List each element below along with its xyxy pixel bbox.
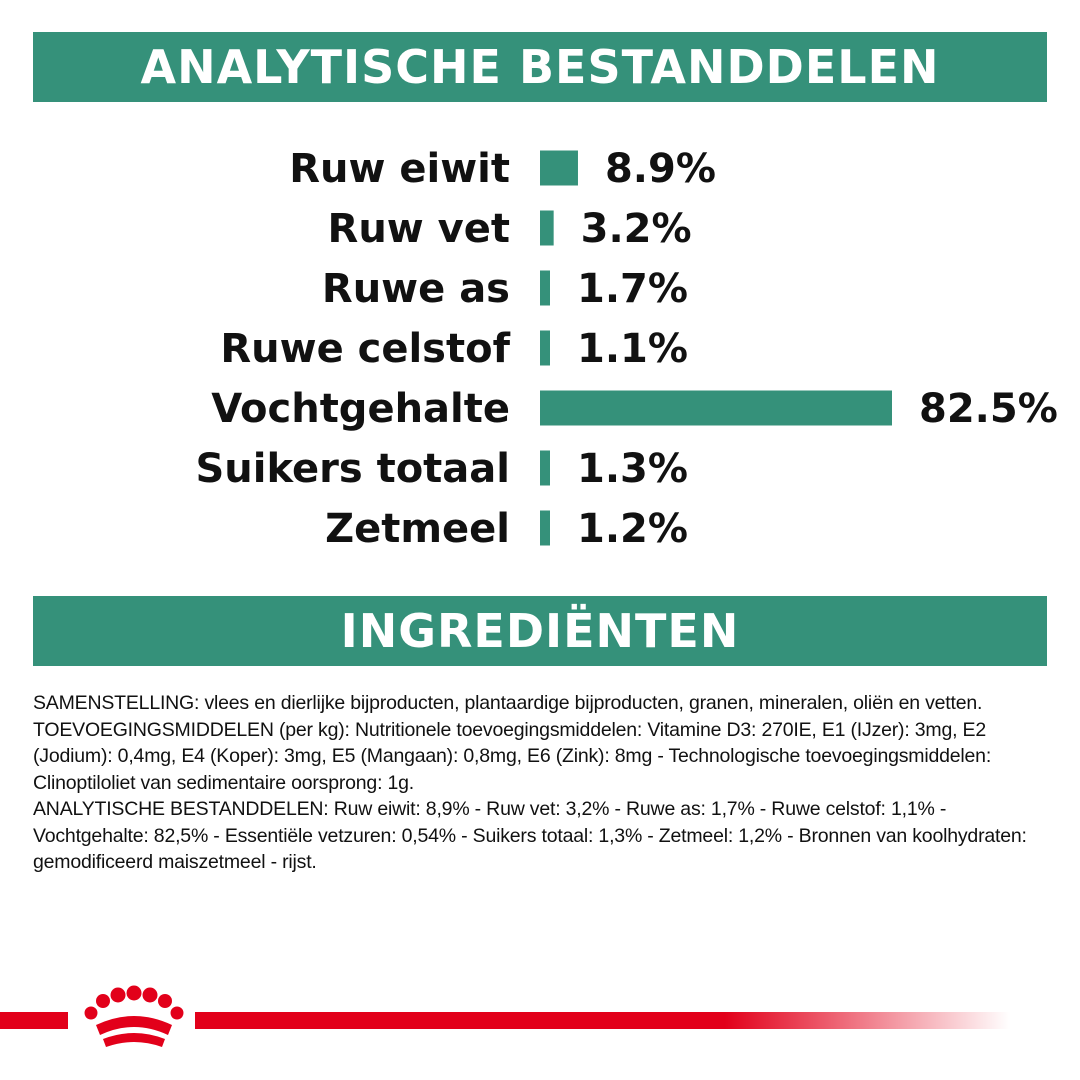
value-label: 1.2%: [577, 506, 688, 552]
category-label: Zetmeel: [325, 506, 510, 552]
brand-line-left: [0, 1012, 68, 1029]
bar: [540, 390, 892, 426]
value-label: 82.5%: [919, 386, 1058, 432]
composition-paragraph: SAMENSTELLING: vlees en dierlijke bijpro…: [33, 692, 983, 714]
ingredients-text: SAMENSTELLING: vlees en dierlijke bijpro…: [33, 690, 1053, 876]
royal-canin-crown-icon: [84, 985, 184, 1047]
ingredients-banner: INGREDIËNTEN: [33, 596, 1047, 666]
footer-brand-strip: [0, 985, 1010, 1047]
value-label: 1.3%: [577, 446, 688, 492]
value-label: 3.2%: [581, 206, 692, 252]
bar: [540, 450, 550, 486]
ingredients-banner-title: INGREDIËNTEN: [340, 604, 740, 658]
category-label: Ruwe as: [322, 266, 510, 312]
category-label: Ruw eiwit: [289, 146, 510, 192]
value-label: 8.9%: [605, 146, 716, 192]
category-label: Vochtgehalte: [211, 386, 510, 432]
analysis-banner: ANALYTISCHE BESTANDDELEN: [33, 32, 1047, 102]
analysis-banner-title: ANALYTISCHE BESTANDDELEN: [140, 40, 940, 94]
analysis-paragraph: ANALYTISCHE BESTANDDELEN: Ruw eiwit: 8,9…: [33, 798, 1027, 873]
bar: [540, 210, 554, 246]
bar: [540, 510, 550, 546]
nutrient-bar-chart: Ruw eiwit 8.9% Ruw vet 3.2% Ruwe as 1.7% Ruwe …: [195, 146, 1058, 552]
additives-paragraph: TOEVOEGINGSMIDDELEN (per kg): Nutritione…: [33, 718, 992, 794]
brand-line-right: [195, 1012, 1010, 1029]
bar: [540, 150, 578, 186]
value-label: 1.1%: [577, 326, 688, 372]
bar: [540, 330, 550, 366]
bar: [540, 270, 550, 306]
value-label: 1.7%: [577, 266, 688, 312]
category-label: Ruw vet: [328, 206, 510, 252]
category-label: Ruwe celstof: [220, 326, 510, 372]
category-label: Suikers totaal: [195, 446, 510, 492]
